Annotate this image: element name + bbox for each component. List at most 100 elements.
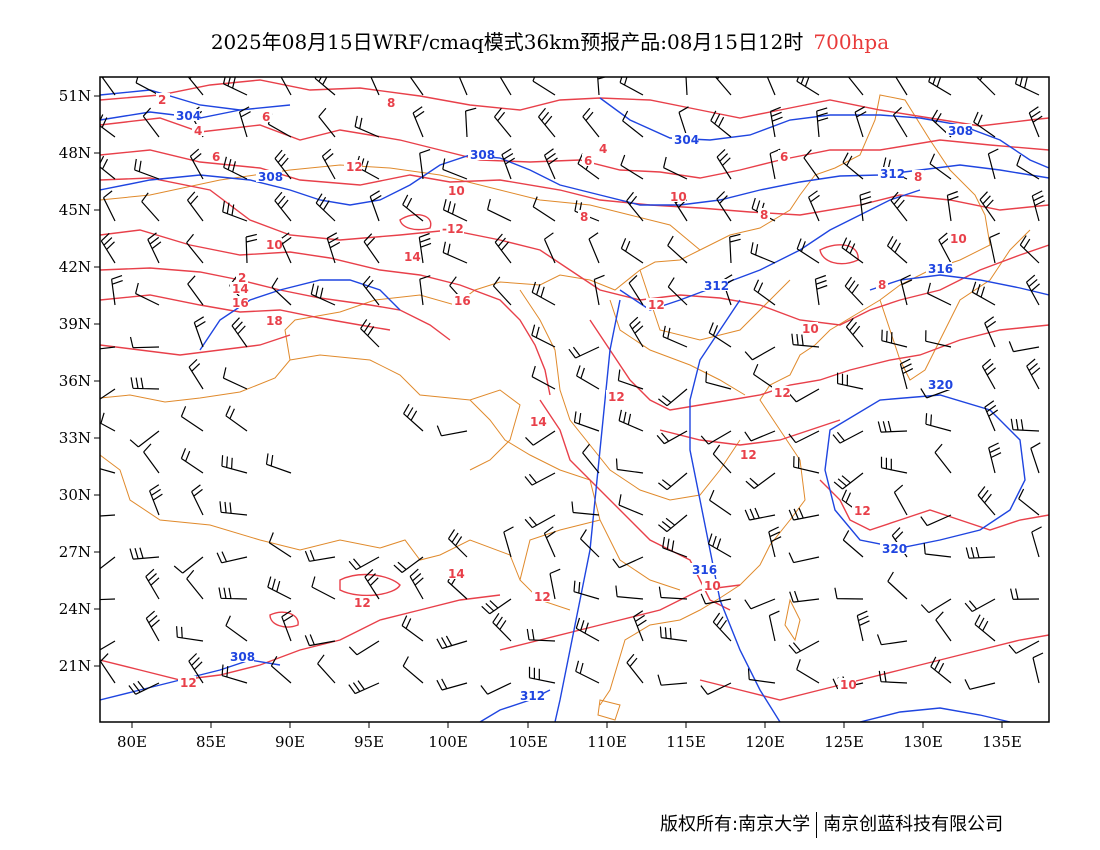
wind-barb	[225, 405, 248, 432]
wind-barb	[100, 346, 116, 350]
wind-barb	[245, 233, 258, 264]
wind-barb	[280, 77, 292, 96]
wind-barb	[925, 330, 952, 348]
wind-barb	[877, 420, 908, 433]
wind-barb	[930, 656, 952, 684]
lon-label: 130E	[903, 733, 943, 751]
temperature-label: 10	[840, 678, 857, 692]
wind-barb	[524, 514, 556, 529]
interior-border-2	[609, 299, 746, 396]
temperature-label: -12	[442, 222, 464, 236]
temperature-label: 12	[180, 676, 197, 690]
wind-barb	[657, 674, 688, 686]
temperature-label: 10	[950, 232, 967, 246]
wind-barb	[768, 526, 782, 558]
wind-barb	[222, 367, 248, 390]
wind-barb	[1019, 235, 1040, 264]
wind-barb	[538, 107, 556, 138]
wind-barb	[893, 484, 908, 516]
temperature-label: 6	[584, 154, 592, 168]
wind-barb	[658, 514, 688, 533]
wind-barb	[788, 507, 820, 521]
wind-barb	[100, 556, 116, 570]
map-title-main: 2025年08月15日WRF/cmaq模式36km预报产品:08月15日12时	[210, 30, 804, 54]
wind-barb	[1010, 418, 1040, 432]
temperature-label: 16	[232, 296, 249, 310]
wind-barb	[318, 107, 336, 138]
wind-barb	[700, 430, 732, 445]
wind-barb	[310, 283, 336, 306]
wind-barb	[311, 576, 336, 600]
wind-barb	[700, 682, 732, 695]
wind-barb	[766, 77, 776, 96]
wind-barb	[789, 590, 820, 603]
wind-barb	[532, 196, 556, 222]
wind-barb	[769, 106, 783, 138]
wind-barb	[834, 587, 864, 600]
wind-barb	[582, 443, 600, 474]
wind-barb	[700, 593, 732, 605]
wind-barb	[976, 77, 996, 96]
wind-barb	[100, 468, 116, 474]
wind-barb	[180, 406, 204, 432]
lat-label: 24N	[59, 600, 91, 618]
temperature-label: 2	[158, 93, 166, 107]
wind-barb	[593, 274, 605, 306]
taiwan	[784, 598, 801, 642]
wind-barb	[528, 666, 556, 684]
wind-barb	[531, 281, 556, 306]
height-label: 316	[692, 563, 717, 577]
wind-barb	[130, 377, 160, 390]
wind-barb	[667, 235, 688, 264]
wind-barb	[524, 472, 556, 486]
wind-barb	[615, 458, 644, 474]
wind-barb	[854, 106, 867, 138]
wind-barb	[100, 114, 116, 138]
wind-barb	[143, 443, 160, 474]
wind-barb	[712, 444, 732, 474]
hainan	[597, 699, 621, 721]
temperature-label: 16	[454, 294, 471, 308]
china-border	[100, 94, 991, 706]
wind-barb	[128, 680, 160, 695]
wind-barb	[788, 552, 820, 564]
height-label: 312	[520, 689, 545, 703]
wind-barb	[314, 77, 336, 96]
wind-barb	[920, 388, 952, 399]
lon-axis	[131, 722, 1003, 728]
wind-barb	[712, 612, 732, 642]
temperature-label: 12	[534, 590, 551, 604]
lat-label: 48N	[59, 144, 91, 162]
wind-barb	[442, 241, 468, 264]
wind-barb	[418, 232, 432, 264]
lat-label: 51N	[59, 87, 91, 105]
interior-border-3	[469, 399, 681, 591]
wind-barb	[1025, 274, 1040, 306]
lon-label: 95E	[354, 733, 384, 751]
wind-barb	[100, 388, 116, 400]
wind-barb	[1026, 358, 1041, 390]
lon-label: 125E	[824, 733, 864, 751]
wind-barb	[788, 388, 820, 403]
wind-barb	[929, 153, 952, 180]
height-contours	[100, 89, 1049, 722]
wind-barb	[100, 410, 116, 432]
wind-barb	[187, 191, 204, 222]
temperature-label: 8	[387, 96, 395, 110]
wind-barb	[193, 316, 206, 348]
wind-barb	[662, 536, 688, 558]
temperature-label: 14	[404, 250, 421, 264]
wind-barb	[304, 634, 336, 647]
temperature-label: 4	[599, 142, 607, 156]
wind-barb	[989, 232, 1000, 264]
wind-barb	[492, 276, 512, 306]
wind-barb	[499, 77, 512, 96]
temperature-label: 2	[238, 271, 246, 285]
wind-barb	[803, 149, 820, 180]
wind-barb	[833, 472, 864, 490]
lon-label: 120E	[745, 733, 785, 751]
wind-barb	[525, 430, 556, 446]
wind-barb	[816, 107, 829, 138]
wind-barb	[102, 190, 116, 222]
